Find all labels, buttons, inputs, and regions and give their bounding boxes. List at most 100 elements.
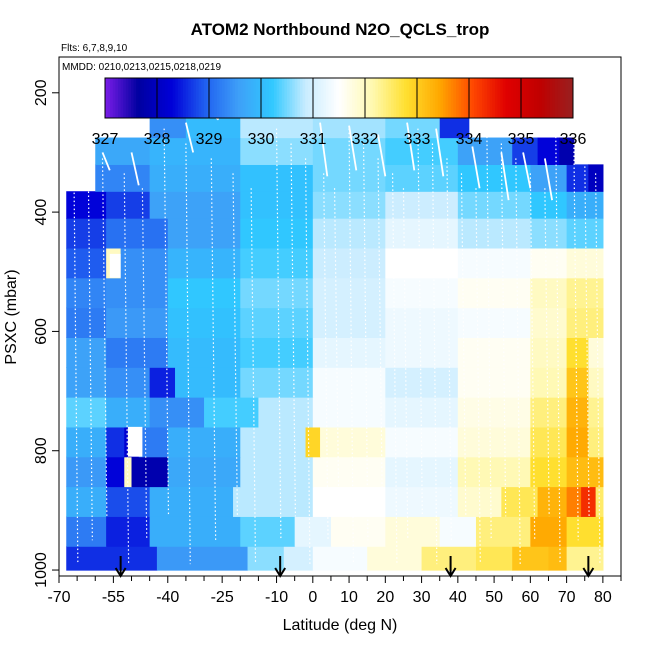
flight-track: [323, 173, 329, 541]
colorbar-swatch: [336, 78, 340, 118]
heatmap-cell: [175, 367, 241, 398]
colorbar-swatch: [484, 78, 488, 118]
colorbar-swatch: [528, 78, 532, 118]
heatmap-cell: [66, 397, 107, 428]
colorbar-swatch: [471, 78, 475, 118]
x-tick-label: -10: [265, 589, 288, 606]
colorbar-swatch: [172, 78, 176, 118]
colorbar-swatch: [149, 78, 153, 118]
heatmap-cell: [530, 277, 568, 309]
colorbar-swatch: [323, 78, 327, 118]
colorbar-swatch: [167, 78, 171, 118]
colorbar-swatch: [115, 78, 119, 118]
heatmap-cell: [385, 516, 441, 547]
missing-data-cell: [127, 426, 143, 457]
heatmap-cell: [312, 218, 386, 249]
colorbar-swatch: [565, 78, 569, 118]
heatmap-cell: [240, 164, 314, 192]
heatmap-cell: [566, 367, 589, 398]
colorbar-swatch: [427, 78, 431, 118]
colorbar-swatch: [253, 78, 257, 118]
colorbar-swatch: [523, 78, 527, 118]
heatmap-cell: [149, 137, 241, 165]
heatmap-cell: [106, 337, 169, 368]
heatmap-cell: [258, 397, 314, 428]
heatmap-cell: [66, 247, 107, 279]
heatmap-cell: [240, 218, 314, 249]
heatmap-cell: [385, 307, 459, 338]
colorbar-swatch: [492, 78, 496, 118]
flight-track: [333, 188, 340, 517]
heatmap-cell: [385, 397, 459, 428]
heatmap-cell: [457, 456, 531, 488]
flights-label: Flts: 6,7,8,9,10: [61, 43, 128, 54]
colorbar-swatch: [466, 78, 470, 118]
plot-frame: [58, 56, 622, 577]
heatmap-cell: [530, 218, 568, 249]
heatmap-cell: [457, 164, 531, 192]
x-tick-label: -70: [47, 589, 70, 606]
colorbar-tick-label: 327: [92, 131, 119, 148]
colorbar-swatch: [318, 78, 322, 118]
heatmap-cell: [240, 247, 314, 279]
heatmap-cell: [240, 116, 314, 139]
heatmap-cell: [530, 247, 568, 279]
flight-track: [163, 128, 170, 517]
heatmap-cell: [530, 337, 568, 368]
heatmap-cell: [167, 307, 241, 338]
colorbar-swatch: [268, 78, 272, 118]
colorbar-swatch: [305, 78, 309, 118]
colorbar-swatch: [250, 78, 254, 118]
x-tick-label: 50: [485, 589, 503, 606]
heatmap-cell: [167, 426, 241, 458]
flight-track-segment: [377, 134, 387, 177]
colorbar-swatch: [232, 78, 236, 118]
heatmap-cell: [385, 277, 459, 309]
colorbar: 327 328 329 330 331 332 333 334 335 336: [92, 77, 586, 148]
heatmap-cell: [247, 546, 285, 571]
heatmap-cell: [457, 137, 513, 165]
x-axis-label: Latitude (deg N): [283, 617, 398, 634]
heatmap-cell: [106, 397, 151, 428]
heatmap-cell: [240, 137, 314, 165]
flight-track: [529, 173, 536, 541]
heatmap-cell: [240, 337, 314, 368]
heatmap-cell: [66, 546, 158, 571]
colorbar-swatch: [193, 78, 197, 118]
colorbar-swatch: [136, 78, 140, 118]
colorbar-swatch: [310, 78, 314, 118]
colorbar-swatch: [185, 78, 189, 118]
heatmap-cell: [167, 218, 241, 249]
heatmap-cell: [167, 456, 241, 488]
dates-label: MMDD: 0210,0213,0215,0218,0219: [62, 62, 221, 73]
colorbar-swatch: [536, 78, 540, 118]
colorbar-swatch: [500, 78, 504, 118]
heatmap-cell: [530, 367, 568, 398]
colorbar-swatch: [258, 78, 262, 118]
heatmap-cell: [305, 426, 321, 458]
heatmap-cell: [138, 426, 169, 458]
colorbar-swatch: [456, 78, 460, 118]
colorbar-swatch: [557, 78, 561, 118]
heatmap-cell: [312, 307, 386, 338]
heatmap-cell: [233, 486, 314, 517]
heatmap-cell: [312, 397, 386, 428]
heatmap-cell: [95, 164, 151, 192]
colorbar-swatch: [393, 78, 397, 118]
flight-track-segment: [185, 122, 195, 153]
colorbar-swatch: [333, 78, 337, 118]
heatmap-cell: [457, 277, 531, 309]
colorbar-swatch: [326, 78, 330, 118]
colorbar-swatch: [544, 78, 548, 118]
colorbar-swatch: [432, 78, 436, 118]
colorbar-swatch: [344, 78, 348, 118]
flight-track: [460, 173, 467, 517]
colorbar-swatch: [118, 78, 122, 118]
heatmap-cell: [106, 307, 169, 338]
flight-track: [275, 128, 282, 541]
heatmap-cell: [66, 191, 107, 219]
colorbar-swatch: [510, 78, 514, 118]
heatmap-cell: [385, 367, 459, 398]
heatmap-cell: [149, 164, 241, 192]
heatmap-cell: [185, 116, 241, 139]
